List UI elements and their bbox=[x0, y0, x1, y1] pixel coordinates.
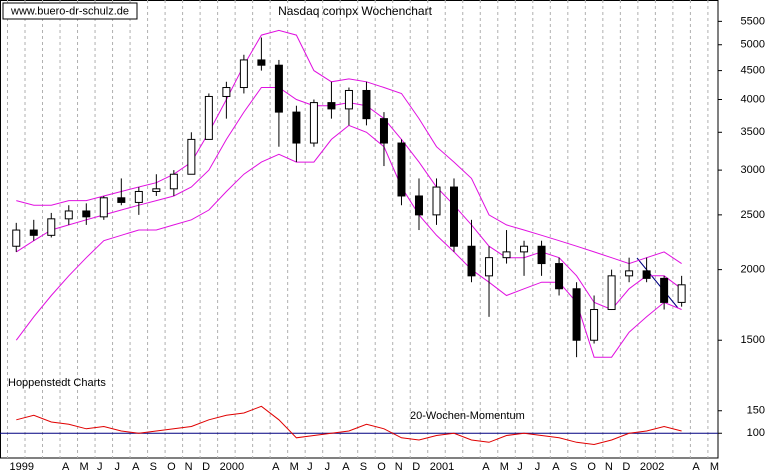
candle-body bbox=[12, 229, 21, 247]
candle-body bbox=[467, 245, 476, 277]
x-tick-label: M bbox=[290, 461, 299, 473]
x-tick-label: J bbox=[325, 461, 331, 473]
candle-body bbox=[29, 229, 38, 236]
y-tick-label: 3000 bbox=[741, 164, 765, 176]
x-tick-label: N bbox=[185, 461, 193, 473]
y-tick-label: 2500 bbox=[741, 209, 765, 221]
x-tick-label: S bbox=[150, 461, 157, 473]
x-tick-label: N bbox=[395, 461, 403, 473]
candle-body bbox=[64, 210, 73, 220]
candle-body bbox=[450, 186, 459, 247]
candle-body bbox=[257, 59, 266, 66]
x-tick-label: A bbox=[132, 461, 140, 473]
x-tick-label: N bbox=[605, 461, 613, 473]
x-tick-label: S bbox=[360, 461, 367, 473]
candle-body bbox=[327, 102, 336, 110]
candle-body bbox=[292, 111, 301, 144]
candle-body bbox=[485, 257, 494, 277]
candle-body bbox=[309, 102, 318, 144]
momentum-line bbox=[16, 405, 682, 446]
candle-body bbox=[520, 245, 529, 253]
candle-body bbox=[344, 89, 353, 110]
candle-body bbox=[502, 251, 511, 259]
candle-body bbox=[82, 210, 91, 218]
candle-body bbox=[117, 197, 126, 203]
x-tick-label: A bbox=[342, 461, 350, 473]
x-tick-label: S bbox=[570, 461, 577, 473]
trend-line bbox=[636, 257, 679, 309]
candle-body bbox=[537, 245, 546, 265]
x-tick-label: O bbox=[377, 461, 386, 473]
x-tick-label: A bbox=[692, 461, 700, 473]
candle-body bbox=[607, 275, 616, 311]
chart-title: Nasdaq compx Wochenchart bbox=[278, 4, 433, 18]
candle-body bbox=[379, 118, 388, 144]
band-line bbox=[16, 29, 682, 265]
x-tick-label: 2001 bbox=[430, 461, 454, 473]
x-tick-label: D bbox=[202, 461, 210, 473]
y-tick-label: 4000 bbox=[741, 93, 765, 105]
y-tick-label: 2000 bbox=[741, 264, 765, 276]
x-tick-label: D bbox=[412, 461, 420, 473]
candle-body bbox=[134, 190, 143, 203]
source-box bbox=[2, 2, 138, 20]
y-tick-label: 150 bbox=[747, 405, 765, 417]
candle-body bbox=[152, 188, 161, 192]
band-line bbox=[15, 124, 682, 358]
candle-body bbox=[572, 288, 581, 341]
candle-body bbox=[642, 270, 651, 279]
candle-body bbox=[555, 263, 564, 290]
x-tick-label: M bbox=[80, 461, 89, 473]
x-tick-label: A bbox=[62, 461, 70, 473]
candle-body bbox=[590, 309, 599, 341]
y-tick-label: 3500 bbox=[741, 126, 765, 138]
candle-body bbox=[222, 87, 231, 97]
y-tick-label: 1500 bbox=[741, 334, 765, 346]
candle-body bbox=[362, 89, 371, 120]
x-tick-label: A bbox=[272, 461, 280, 473]
x-tick-label: 1999 bbox=[10, 461, 34, 473]
x-tick-label: J bbox=[535, 461, 541, 473]
candle-body bbox=[677, 284, 686, 303]
annotation: Hoppenstedt Charts bbox=[8, 377, 106, 389]
candle-body bbox=[99, 197, 108, 218]
x-tick-label: O bbox=[167, 461, 176, 473]
x-tick-label: J bbox=[517, 461, 523, 473]
candle-body bbox=[204, 95, 213, 140]
x-tick-label: J bbox=[115, 461, 121, 473]
candle-body bbox=[239, 59, 248, 89]
candle-body bbox=[660, 277, 669, 303]
candle-body bbox=[187, 138, 196, 175]
x-tick-label: O bbox=[587, 461, 596, 473]
candle-body bbox=[625, 270, 634, 277]
x-tick-label: A bbox=[552, 461, 560, 473]
x-tick-label: J bbox=[307, 461, 313, 473]
candle-body bbox=[274, 64, 283, 113]
y-tick-label: 100 bbox=[747, 427, 765, 439]
candle-body bbox=[47, 218, 56, 236]
x-tick-label: M bbox=[710, 461, 719, 473]
y-tick-label: 4500 bbox=[741, 65, 765, 77]
source: www.buero-dr-schulz.de bbox=[10, 5, 129, 17]
x-tick-label: 2000 bbox=[220, 461, 244, 473]
candle-body bbox=[397, 142, 406, 197]
momentum-label: 20-Wochen-Momentum bbox=[410, 410, 525, 422]
candle-body bbox=[432, 186, 441, 216]
y-tick-label: 5500 bbox=[741, 15, 765, 27]
y-tick-label: 5000 bbox=[741, 39, 765, 51]
x-tick-label: J bbox=[97, 461, 103, 473]
x-tick-label: 2002 bbox=[640, 461, 664, 473]
candle-body bbox=[414, 195, 423, 216]
candle-body bbox=[169, 173, 178, 190]
x-tick-label: D bbox=[622, 461, 630, 473]
x-tick-label: A bbox=[482, 461, 490, 473]
x-tick-label: M bbox=[500, 461, 509, 473]
